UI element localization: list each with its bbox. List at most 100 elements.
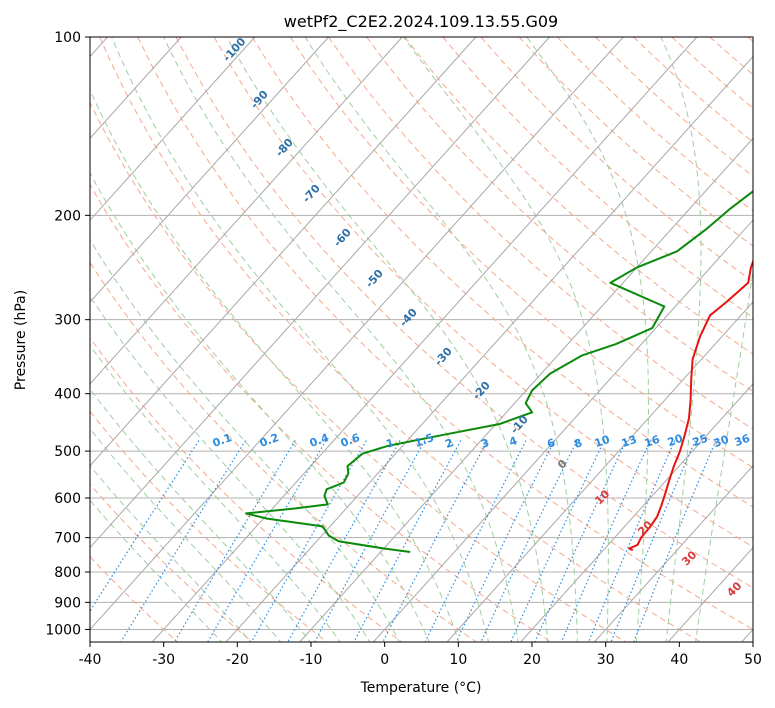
dry-adiabat bbox=[90, 410, 328, 642]
mixing-ratio-line bbox=[382, 440, 488, 642]
isotherm-label: -70 bbox=[300, 182, 323, 206]
moist-adiabat bbox=[695, 266, 753, 642]
isotherm-line bbox=[151, 37, 698, 642]
moist-adiabat bbox=[526, 37, 649, 642]
x-tick-label: -20 bbox=[226, 652, 249, 668]
dry-adiabat bbox=[137, 37, 753, 630]
mixing-ratio-line bbox=[250, 440, 367, 642]
mixing-ratio-label: 2 bbox=[443, 436, 455, 451]
chart-title: wetPf2_C2E2.2024.109.13.55.G09 bbox=[284, 12, 558, 32]
y-tick-label: 1000 bbox=[45, 622, 81, 638]
dry-adiabat bbox=[404, 37, 753, 355]
dry-adiabat bbox=[90, 483, 254, 642]
moist-adiabat bbox=[90, 427, 282, 642]
x-tick-label: -30 bbox=[152, 652, 175, 668]
y-tick-label: 100 bbox=[54, 30, 81, 46]
moist-adiabat-label: 30 bbox=[679, 548, 699, 568]
moist-adiabat-label: 40 bbox=[724, 579, 744, 599]
mixing-ratio-line bbox=[510, 440, 605, 642]
moist-adiabat bbox=[90, 388, 312, 642]
mixing-ratio-label: 6 bbox=[545, 436, 557, 451]
dry-adiabat bbox=[90, 336, 403, 642]
mixing-ratio-label: 0.2 bbox=[258, 431, 281, 450]
dry-adiabat bbox=[175, 37, 753, 589]
isotherm-label: -80 bbox=[273, 136, 296, 160]
dry-adiabat bbox=[251, 37, 753, 508]
dry-adiabat bbox=[747, 37, 753, 42]
mixing-ratio-line bbox=[90, 440, 200, 613]
y-tick-label: 600 bbox=[54, 491, 81, 507]
y-tick-label: 200 bbox=[54, 208, 81, 224]
mixing-ratio-label: 20 bbox=[666, 432, 685, 450]
x-axis-title: Temperature (°C) bbox=[360, 680, 482, 696]
isotherm-line bbox=[520, 383, 753, 642]
mixing-ratio-line bbox=[560, 440, 651, 642]
y-tick-label: 800 bbox=[54, 565, 81, 581]
isotherm-label: -90 bbox=[248, 88, 271, 112]
mixing-ratio-line bbox=[424, 440, 527, 642]
moist-adiabat bbox=[90, 295, 371, 642]
mixing-ratio-line bbox=[480, 440, 578, 642]
x-tick-label: -40 bbox=[79, 652, 102, 668]
isotherm-line bbox=[90, 37, 624, 631]
dry-adiabat bbox=[213, 37, 753, 548]
dewpoint-profile-line bbox=[245, 189, 753, 553]
mixing-ratio-label: 0.6 bbox=[339, 431, 362, 450]
mixing-ratio-label: 36 bbox=[733, 432, 752, 450]
mixing-ratio-label: 8 bbox=[572, 436, 584, 451]
x-tick-label: 40 bbox=[670, 652, 688, 668]
moist-adiabat bbox=[90, 171, 430, 642]
dry-adiabat bbox=[556, 37, 753, 212]
mixing-ratio-line bbox=[455, 440, 555, 642]
mixing-ratio-line bbox=[287, 440, 401, 642]
background-lines bbox=[90, 37, 753, 642]
isotherm-line bbox=[90, 37, 403, 385]
dry-adiabat bbox=[328, 37, 753, 430]
isotherm-label: -50 bbox=[363, 267, 386, 291]
mixing-ratio-label: 3 bbox=[479, 436, 491, 451]
x-tick-label: 30 bbox=[597, 652, 615, 668]
axes: -40 -30 -20 -10 0 10 20 30 40 5010020030040050060… bbox=[45, 30, 762, 668]
dry-adiabat bbox=[633, 37, 753, 143]
moist-adiabat bbox=[403, 37, 609, 642]
moist-adiabat bbox=[660, 37, 702, 642]
moist-adiabat bbox=[226, 37, 549, 642]
isotherm-line bbox=[667, 546, 753, 642]
x-tick-label: 0 bbox=[380, 652, 389, 668]
isotherm-line bbox=[741, 628, 753, 642]
moist-adiabat-label: 20 bbox=[635, 518, 655, 538]
mixing-ratio-label: 0.1 bbox=[211, 431, 234, 450]
isotherm-line bbox=[90, 37, 256, 221]
mixing-ratio-label: 4 bbox=[507, 434, 519, 449]
mixing-ratio-line bbox=[534, 440, 627, 642]
mixing-ratio-line bbox=[173, 440, 296, 642]
y-tick-label: 500 bbox=[54, 444, 81, 460]
dry-adiabat bbox=[90, 261, 478, 642]
y-tick-label: 700 bbox=[54, 531, 81, 547]
mixing-ratio-label: 13 bbox=[620, 433, 639, 450]
data-series bbox=[245, 189, 753, 553]
mixing-ratio-line bbox=[314, 440, 426, 642]
dry-adiabat bbox=[442, 37, 753, 319]
moist-adiabat bbox=[90, 344, 341, 642]
dry-adiabat bbox=[99, 37, 702, 642]
mixing-ratio-label: 16 bbox=[643, 433, 662, 451]
y-tick-label: 400 bbox=[54, 387, 81, 403]
isotherm-line bbox=[90, 37, 477, 467]
isotherm-line bbox=[372, 219, 753, 642]
y-tick-label: 300 bbox=[54, 313, 81, 329]
isotherm-label: -10 bbox=[508, 413, 531, 437]
mixing-ratio-label: 1 bbox=[384, 436, 396, 451]
y-axis-title: Pressure (hPa) bbox=[13, 290, 29, 390]
isotherm-label: -40 bbox=[397, 306, 420, 330]
isotherm-label: -30 bbox=[432, 345, 455, 369]
moist-adiabat bbox=[90, 499, 223, 642]
moist-adiabat bbox=[90, 238, 400, 642]
isotherm-label: -20 bbox=[470, 379, 493, 403]
isotherm-line bbox=[446, 301, 753, 642]
isotherm-line bbox=[299, 137, 753, 642]
dry-adiabat bbox=[90, 555, 179, 642]
moist-adiabat bbox=[163, 37, 519, 642]
dry-adiabat bbox=[90, 183, 552, 642]
